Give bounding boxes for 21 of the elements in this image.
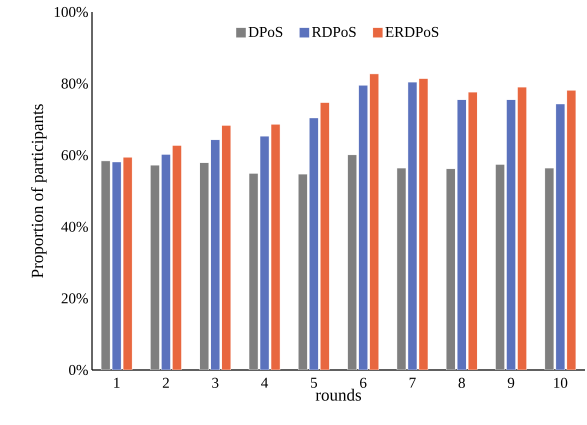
legend-label: RDPoS [312,26,356,38]
y-tick-label: 40% [61,222,88,232]
legend-label: DPoS [248,26,282,38]
x-tick-label: 9 [508,378,514,388]
y-tick-label: 80% [62,78,88,89]
x-tick-label: 7 [410,378,416,388]
x-tick-label: 10 [554,378,568,388]
x-tick-label: 6 [360,378,366,388]
legend-label: ERDPoS [385,26,438,38]
y-tick-label: 60% [62,150,88,160]
y-tick-label: 20% [62,293,88,304]
y-tick-label: 0% [69,364,88,376]
x-tick-label: 2 [162,378,169,388]
x-tick-label: 5 [310,378,318,388]
x-axis-title: rounds [316,388,362,401]
x-tick-label: 4 [261,378,268,388]
x-tick-label: 8 [458,378,465,388]
x-tick-label: 1 [114,378,120,388]
y-tick-label: 100% [54,6,88,18]
y-axis-title: Proportion of participants [31,104,47,278]
x-tick-label: 3 [212,378,218,388]
